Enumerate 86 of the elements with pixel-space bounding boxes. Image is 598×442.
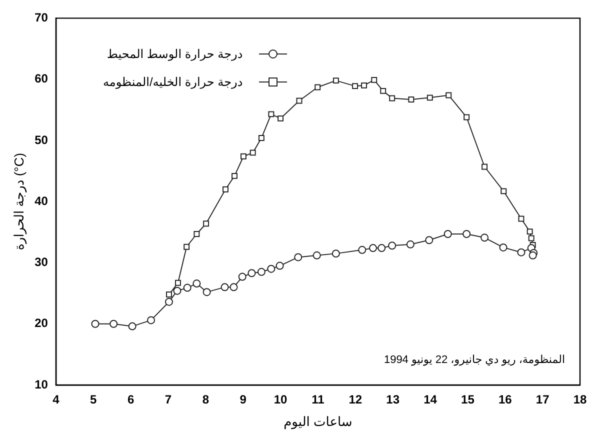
point [446,92,452,98]
y-tick-label: 30 [34,255,48,270]
x-tick-label: 12 [348,392,362,407]
point [91,320,100,328]
point [238,272,246,281]
point [517,248,526,256]
point [232,172,238,179]
point [267,264,276,273]
point [240,153,246,160]
x-tick-label: 4 [52,392,60,407]
x-tick-label: 13 [386,392,400,407]
point [371,76,378,83]
point [257,268,266,276]
x-tick-label: 6 [127,392,134,407]
point [389,95,396,102]
x-tick-label: 10 [274,392,288,407]
point [480,234,489,242]
x-tick-label: 18 [573,392,587,407]
y-tick-label: 70 [34,10,48,25]
point [192,280,201,288]
point [220,283,229,292]
point [250,150,256,156]
point [164,298,173,306]
x-tick-label: 15 [461,392,475,407]
y-tick-label: 60 [34,72,48,86]
x-tick-label: 16 [498,392,512,407]
y-tick-label: 10 [34,377,48,392]
annotation: المنظومة، ريو دي جانيرو، 22 يونيو 1994 [384,354,565,366]
point [500,188,507,194]
point [444,230,452,238]
point [173,286,182,295]
point [110,320,118,328]
y-axis-title: درجة الحرارة (°C) [11,152,28,250]
point [406,240,414,248]
point [358,246,366,254]
point [499,243,508,252]
point [294,253,302,262]
point [528,235,534,242]
point [352,83,358,90]
point [202,288,211,296]
point [425,236,434,244]
point [248,269,256,278]
x-axis-title: ساعات اليوم [284,414,352,430]
y-tick-label: 50 [34,132,48,147]
y-tick-label: 40 [34,194,48,208]
x-tick-label: 8 [202,392,210,407]
point [175,280,181,286]
x-tick-label: 9 [240,392,247,407]
point [462,230,471,238]
point [380,88,386,94]
point [268,111,274,118]
point [408,96,414,102]
x-tick-label: 11 [312,392,325,407]
point [276,262,284,270]
point [278,115,284,122]
point [184,244,190,250]
x-tick-label: 7 [164,392,172,407]
point [312,251,321,260]
point [378,244,386,252]
point [314,84,321,90]
point [128,322,136,330]
legend-label: درجة حرارة الخليه/المنظومه [103,75,243,89]
point [332,250,340,258]
point [464,114,470,120]
point [526,228,533,235]
x-tick-label: 14 [424,392,438,407]
point [147,316,156,324]
point [528,251,537,260]
point [426,94,433,101]
point [230,283,238,292]
x-tick-label: 5 [90,392,98,407]
legend-label: درجة حرارة الوسط المحيط [106,47,243,61]
point [183,284,192,292]
point [482,164,488,170]
point [194,231,200,237]
point [203,220,210,227]
point [222,186,228,192]
x-tick-label: 17 [536,392,550,407]
y-tick-label: 20 [34,316,48,330]
point [518,216,524,222]
point [361,82,367,88]
point [332,78,339,84]
point [166,292,172,298]
point [388,242,396,250]
point [258,135,264,141]
point [369,244,377,252]
